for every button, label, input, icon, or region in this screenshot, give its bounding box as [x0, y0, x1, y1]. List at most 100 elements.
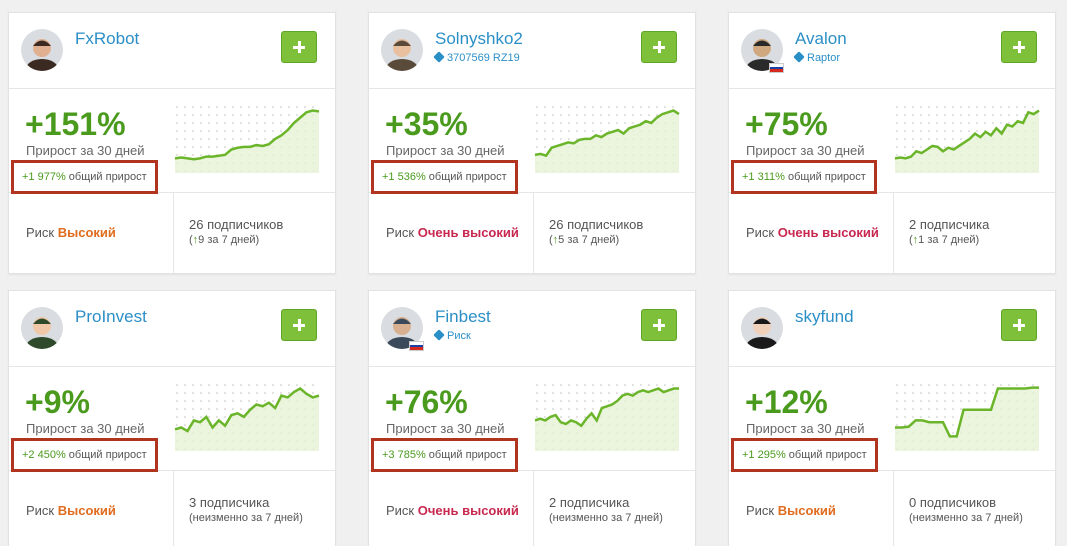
- grid-dot: [904, 138, 906, 140]
- grid-dot: [904, 416, 906, 418]
- grid-dot: [896, 130, 898, 132]
- grid-dot: [296, 114, 298, 116]
- grid-dot: [976, 400, 978, 402]
- grid-dot: [240, 130, 242, 132]
- grid-dot: [536, 408, 538, 410]
- sparkline-line: [534, 387, 679, 428]
- risk-value: Высокий: [777, 503, 836, 518]
- risk-level: Риск Высокий: [26, 225, 116, 240]
- subscribers-change: (неизменно за 7 дней): [549, 512, 663, 524]
- grid-dot: [920, 130, 922, 132]
- grid-dot: [568, 400, 570, 402]
- grid-dot: [544, 400, 546, 402]
- grid-dot: [600, 392, 602, 394]
- grid-dot: [944, 392, 946, 394]
- grid-dot: [600, 106, 602, 108]
- grid-dot: [584, 114, 586, 116]
- grid-dot: [184, 408, 186, 410]
- avatar[interactable]: [21, 29, 63, 71]
- grid-dot: [256, 138, 258, 140]
- grid-dot: [624, 114, 626, 116]
- grid-dot: [280, 114, 282, 116]
- trader-card: Finbest Риск +76% Прирост за 30 дней +3 …: [368, 290, 696, 546]
- grid-dot: [928, 384, 930, 386]
- grid-dot: [976, 106, 978, 108]
- grid-dot: [224, 408, 226, 410]
- avatar[interactable]: [21, 307, 63, 349]
- grid-dot: [920, 392, 922, 394]
- risk-level: Риск Высокий: [746, 503, 836, 518]
- total-gain-label: общий прирост: [428, 171, 507, 183]
- add-button[interactable]: [641, 31, 677, 63]
- grid-dot: [544, 114, 546, 116]
- country-flag-icon: [409, 341, 424, 351]
- grid-dot: [232, 392, 234, 394]
- grid-dot: [912, 114, 914, 116]
- grid-dot: [920, 122, 922, 124]
- risk-value: Очень высокий: [417, 225, 519, 240]
- grid-dot: [592, 400, 594, 402]
- add-button[interactable]: [281, 309, 317, 341]
- grid-dot: [240, 408, 242, 410]
- grid-dot: [248, 392, 250, 394]
- trader-subtitle[interactable]: 3707569 RZ19: [433, 51, 520, 64]
- trader-name[interactable]: FxRobot: [75, 29, 140, 48]
- trader-name[interactable]: skyfund: [795, 307, 854, 326]
- grid-dot: [960, 408, 962, 410]
- tag-icon: [433, 51, 445, 63]
- add-button[interactable]: [1001, 309, 1037, 341]
- grid-dot: [624, 106, 626, 108]
- grid-dot: [184, 392, 186, 394]
- grid-dot: [920, 416, 922, 418]
- monthly-gain: +12%: [745, 384, 828, 420]
- add-button[interactable]: [641, 309, 677, 341]
- grid-dot: [608, 114, 610, 116]
- grid-dot: [208, 130, 210, 132]
- grid-dot: [560, 130, 562, 132]
- avatar[interactable]: [741, 307, 783, 349]
- grid-dot: [200, 122, 202, 124]
- grid-dot: [216, 122, 218, 124]
- total-gain-value: +1 536%: [382, 171, 426, 183]
- grid-dot: [664, 384, 666, 386]
- grid-dot: [600, 400, 602, 402]
- grid-dot: [280, 106, 282, 108]
- sparkline-line: [174, 387, 320, 433]
- grid-dot: [184, 130, 186, 132]
- total-gain-label: общий прирост: [68, 171, 147, 183]
- grid-dot: [984, 392, 986, 394]
- grid-dot: [944, 138, 946, 140]
- trader-subtitle[interactable]: Raptor: [793, 51, 840, 64]
- subscribers-count: 2 подписчика: [909, 217, 990, 232]
- trader-subtitle[interactable]: Риск: [433, 329, 471, 342]
- trader-name[interactable]: ProInvest: [75, 307, 147, 326]
- grid-dot: [208, 114, 210, 116]
- grid-dot: [224, 416, 226, 418]
- trader-name[interactable]: Solnyshko2: [435, 29, 523, 48]
- grid-dot: [192, 130, 194, 132]
- grid-dot: [912, 122, 914, 124]
- grid-dot: [200, 138, 202, 140]
- grid-dot: [176, 146, 178, 148]
- grid-dot: [592, 106, 594, 108]
- grid-dot: [600, 130, 602, 132]
- trader-card: skyfund +12% Прирост за 30 дней +1 295% …: [728, 290, 1056, 546]
- grid-dot: [944, 146, 946, 148]
- sparkline-line: [534, 109, 680, 158]
- grid-dot: [192, 416, 194, 418]
- grid-dot: [576, 130, 578, 132]
- grid-dot: [208, 400, 210, 402]
- grid-dot: [264, 384, 266, 386]
- trader-name[interactable]: Avalon: [795, 29, 847, 48]
- divider: [173, 193, 174, 273]
- grid-dot: [656, 384, 658, 386]
- add-button[interactable]: [1001, 31, 1037, 63]
- grid-dot: [1024, 384, 1026, 386]
- total-gain-value: +1 295%: [742, 449, 786, 461]
- grid-dot: [224, 146, 226, 148]
- add-button[interactable]: [281, 31, 317, 63]
- trader-name[interactable]: Finbest: [435, 307, 491, 326]
- avatar[interactable]: [381, 29, 423, 71]
- grid-dot: [912, 384, 914, 386]
- grid-dot: [576, 408, 578, 410]
